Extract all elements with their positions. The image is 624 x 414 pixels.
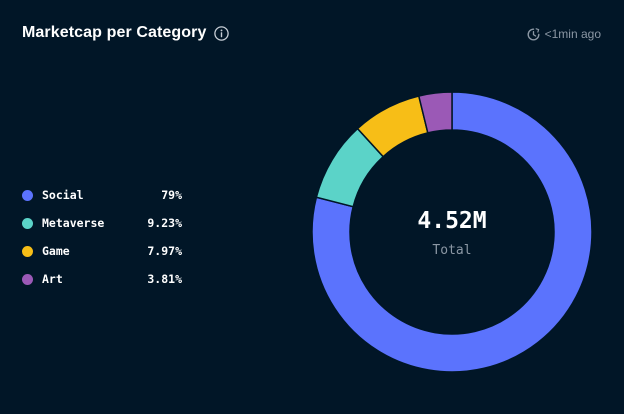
legend-item[interactable]: Social 79% — [22, 181, 182, 209]
donut-slice-art[interactable] — [417, 91, 453, 134]
legend-label: Metaverse — [42, 216, 105, 230]
legend-item[interactable]: Metaverse 9.23% — [22, 209, 182, 237]
clock-icon — [527, 27, 540, 41]
card-header: Marketcap per Category — [22, 24, 229, 42]
legend-swatch — [22, 217, 33, 229]
info-icon[interactable] — [213, 25, 229, 41]
donut-chart — [311, 91, 593, 373]
legend-swatch — [22, 189, 33, 201]
last-updated-text: <1min ago — [544, 27, 601, 41]
legend-value: 7.97% — [147, 244, 182, 258]
total-value: 4.52M — [417, 208, 487, 234]
legend-label: Social — [42, 188, 84, 202]
legend-label: Game — [42, 244, 70, 258]
legend-swatch — [22, 245, 33, 257]
card-title: Marketcap per Category — [22, 24, 207, 41]
legend-item[interactable]: Art 3.81% — [22, 265, 182, 293]
legend-value: 3.81% — [147, 272, 182, 286]
total-label: Total — [432, 243, 472, 258]
donut-slice-social[interactable] — [311, 91, 593, 373]
legend-value: 9.23% — [147, 216, 182, 230]
last-updated: <1min ago — [527, 27, 601, 41]
legend-label: Art — [42, 272, 63, 286]
chart-legend: Social 79% Metaverse 9.23% Game 7.97% Art 3.81% — [22, 181, 182, 293]
legend-item[interactable]: Game 7.97% — [22, 237, 182, 265]
legend-swatch — [22, 273, 33, 285]
legend-value: 79% — [161, 188, 182, 202]
